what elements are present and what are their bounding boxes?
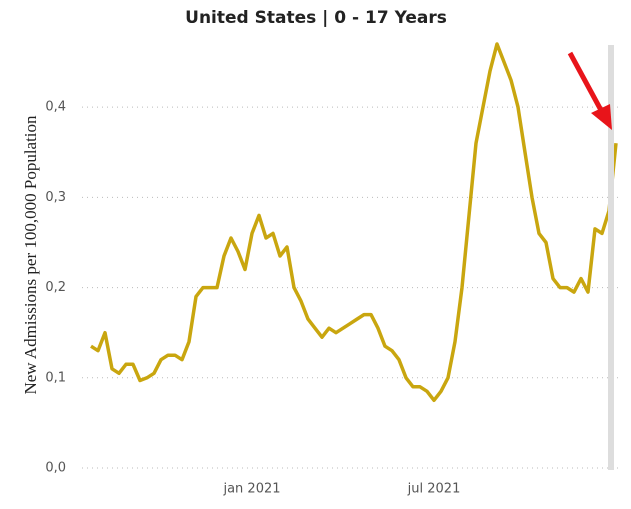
y-tick-label: 0,4 [45,100,66,115]
x-tick-label: jul 2021 [407,482,461,497]
y-tick-label: 0,0 [45,461,66,476]
y-tick-label: 0,1 [45,370,66,385]
y-tick-label: 0,3 [45,190,66,205]
chart-title: United States | 0 - 17 Years [185,8,447,28]
highlight-bar [608,45,614,470]
data-line [90,42,618,403]
y-axis-title: New Admissions per 100,000 Population [21,115,40,395]
arrow [567,51,612,130]
x-tick-label: jan 2021 [222,482,280,497]
y-tick-label: 0,2 [45,280,66,295]
